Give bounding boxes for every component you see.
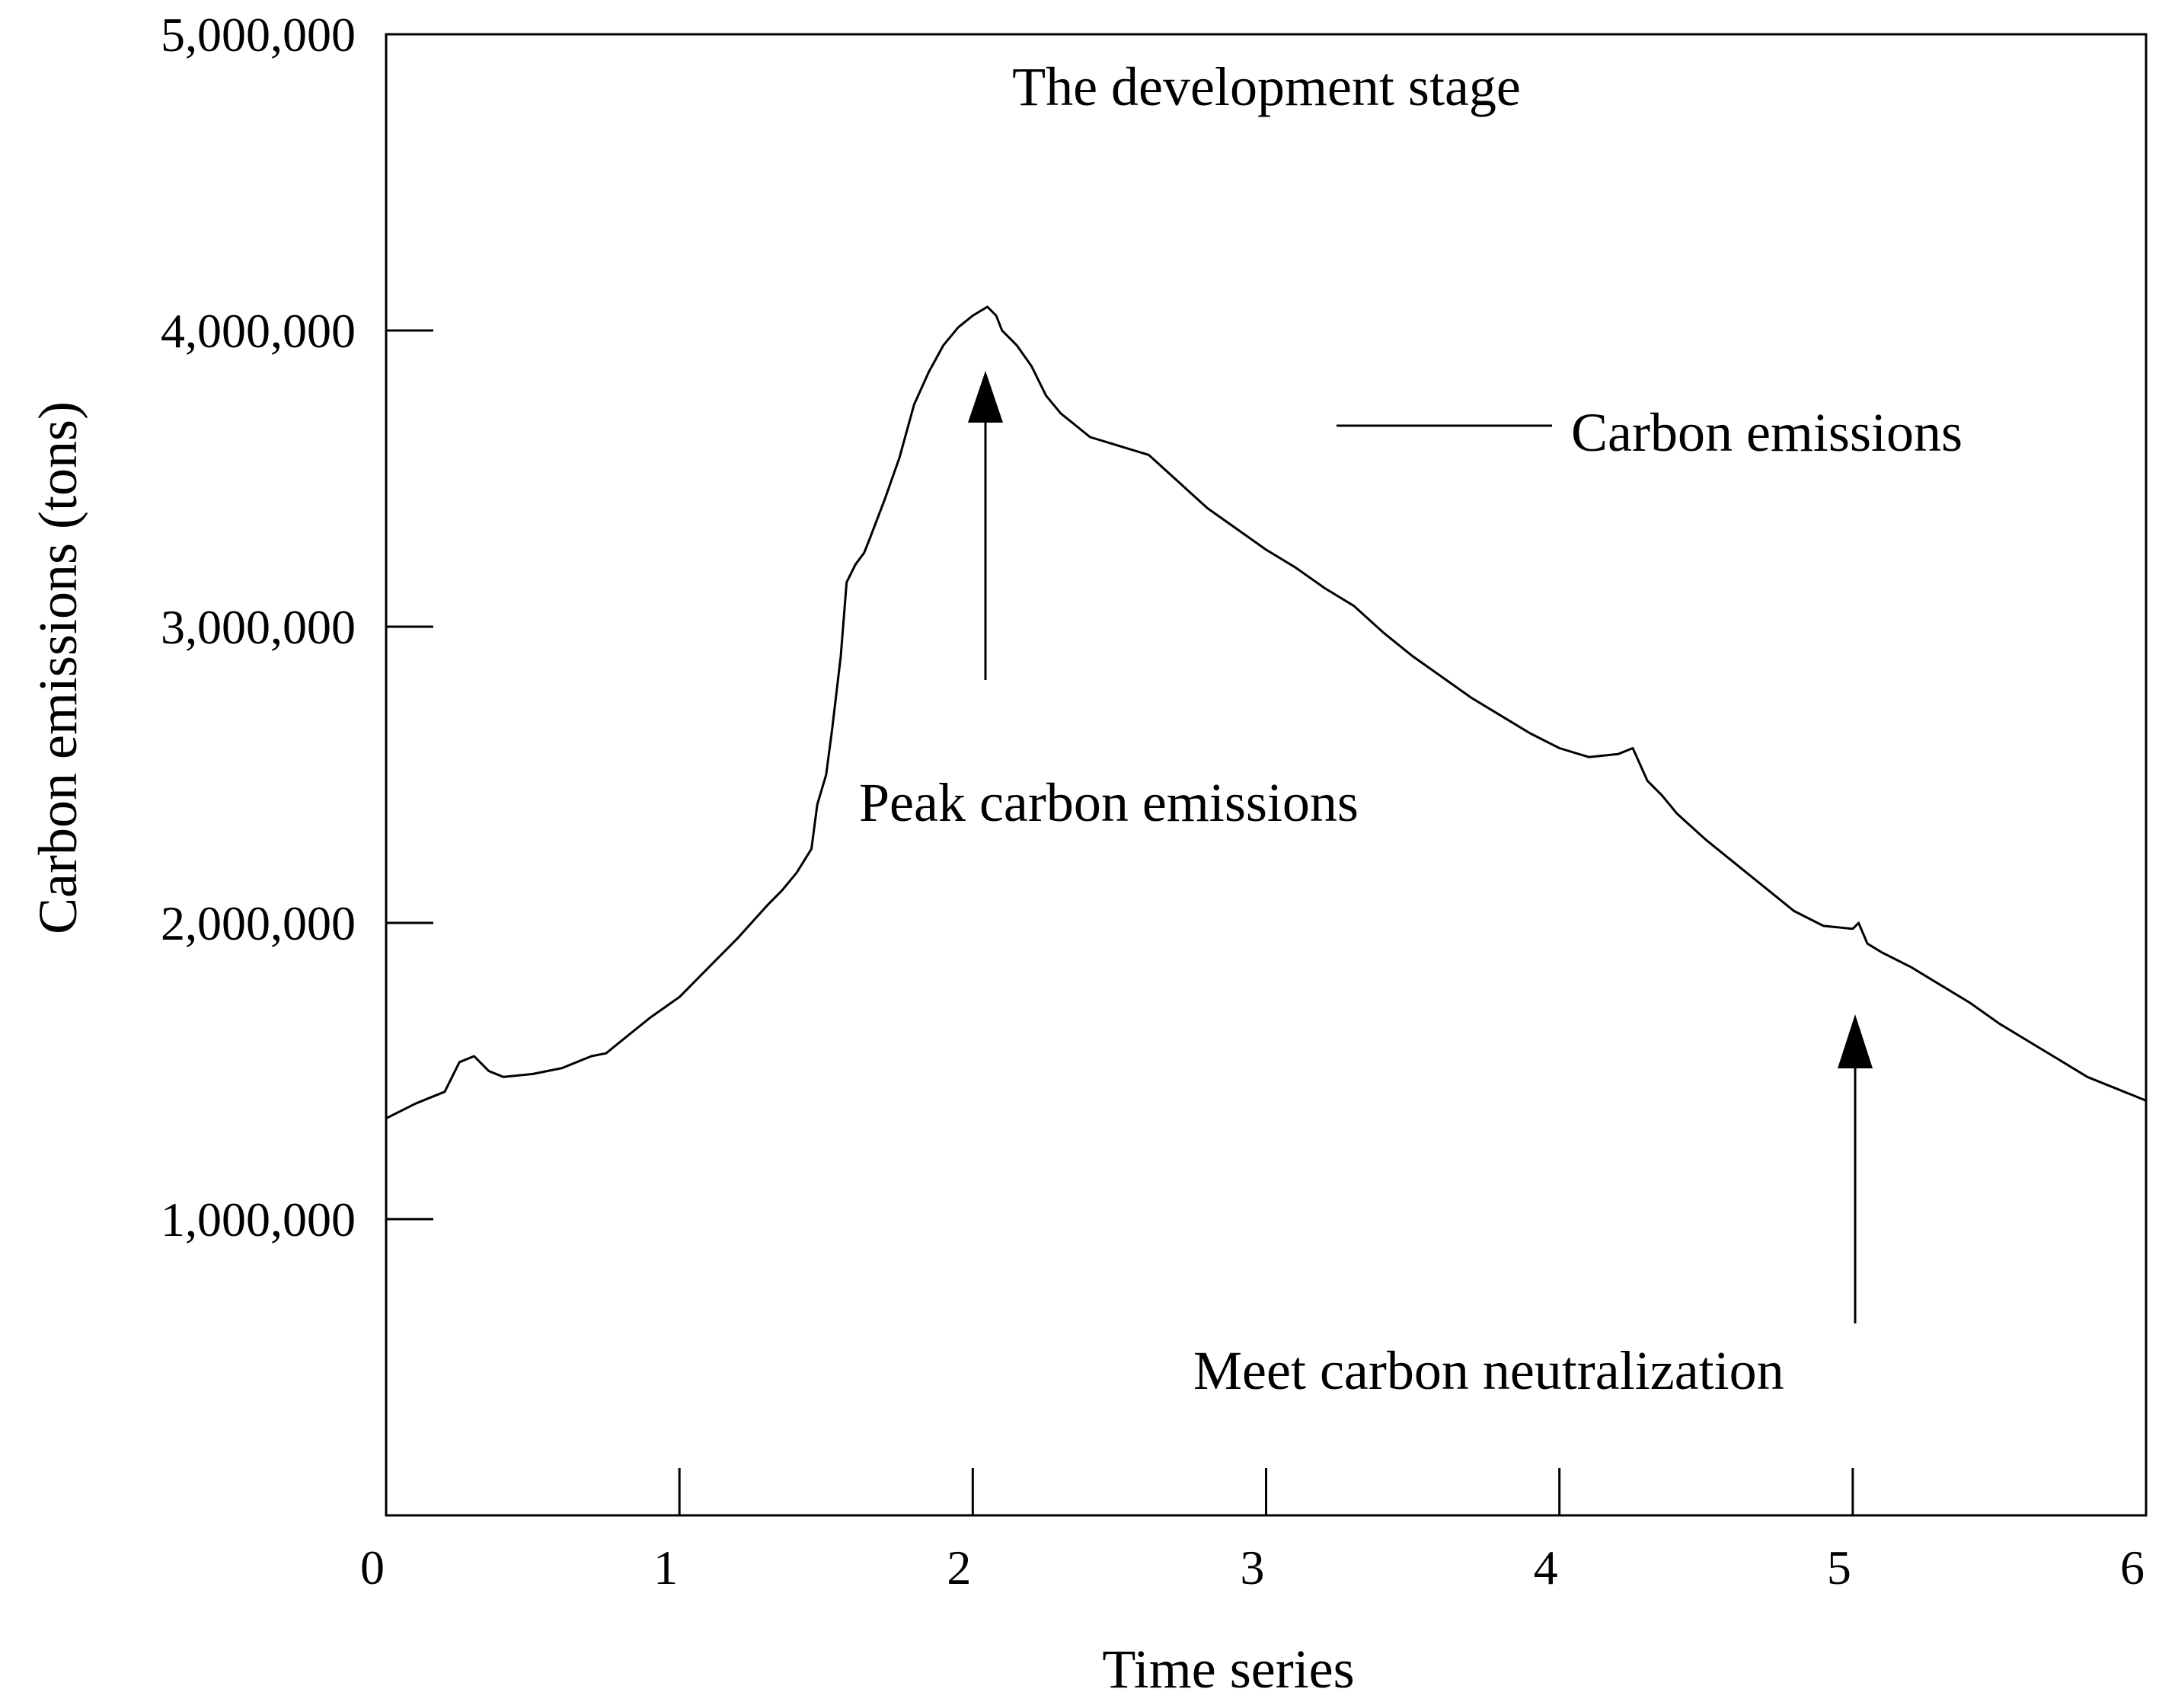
peak-arrow xyxy=(968,371,1003,680)
y-tick-label: 5,000,000 xyxy=(161,8,356,62)
y-axis-ticks: 1,000,000 2,000,000 3,000,000 4,000,000 5,00… xyxy=(161,8,433,1247)
x-axis-ticks: 0 1 2 3 4 5 6 xyxy=(360,1468,2145,1595)
x-tick-label: 2 xyxy=(947,1540,971,1595)
x-tick-label: 5 xyxy=(1827,1540,1851,1595)
x-axis-title: Time series xyxy=(1102,1639,1354,1700)
neutral-arrowhead xyxy=(1838,1014,1873,1068)
y-tick-label: 1,000,000 xyxy=(161,1192,356,1247)
y-tick-label: 3,000,000 xyxy=(161,600,356,654)
x-tick-label: 4 xyxy=(1534,1540,1558,1595)
x-tick-label: 0 xyxy=(360,1540,385,1595)
neutral-annotation: Meet carbon neutralization xyxy=(1193,1340,1784,1401)
y-tick-label: 4,000,000 xyxy=(161,304,356,358)
x-tick-label: 1 xyxy=(653,1540,678,1595)
x-tick-label: 6 xyxy=(2120,1540,2145,1595)
y-tick-label: 2,000,000 xyxy=(161,896,356,950)
legend-label: Carbon emissions xyxy=(1571,402,1963,463)
chart-title: The development stage xyxy=(1012,56,1521,117)
neutral-arrow xyxy=(1838,1014,1873,1323)
y-axis-title: Carbon emissions (tons) xyxy=(27,401,88,934)
peak-arrowhead xyxy=(968,371,1003,423)
x-tick-label: 3 xyxy=(1241,1540,1265,1595)
series-line-carbon-emissions xyxy=(385,305,2147,1120)
peak-annotation: Peak carbon emissions xyxy=(859,772,1359,833)
